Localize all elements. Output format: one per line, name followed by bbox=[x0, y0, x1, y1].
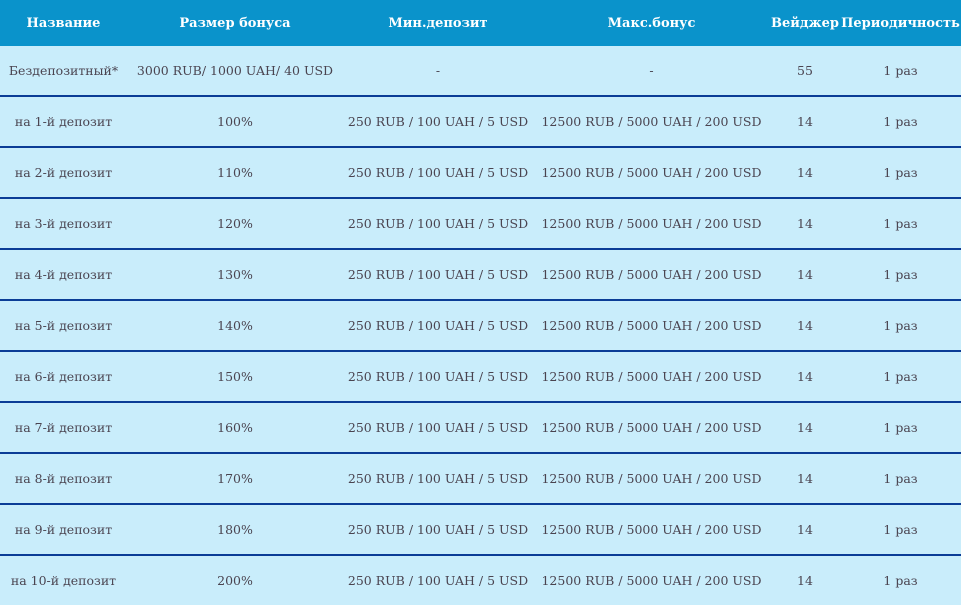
column-header-min-deposit: Мин.депозит bbox=[343, 0, 533, 46]
cell-bonus-size: 3000 RUB/ 1000 UAH/ 40 USD bbox=[127, 46, 343, 97]
cell-periodicity: 1 раз bbox=[840, 147, 961, 199]
cell-name: на 4-й депозит bbox=[0, 249, 127, 301]
cell-bonus-size: 160% bbox=[127, 402, 343, 454]
cell-periodicity: 1 раз bbox=[840, 453, 961, 505]
cell-wager: 14 bbox=[770, 555, 840, 605]
cell-min-deposit: 250 RUB / 100 UAH / 5 USD bbox=[343, 402, 533, 454]
cell-wager: 14 bbox=[770, 198, 840, 250]
cell-min-deposit: - bbox=[343, 46, 533, 97]
cell-min-deposit: 250 RUB / 100 UAH / 5 USD bbox=[343, 504, 533, 556]
cell-wager: 14 bbox=[770, 351, 840, 403]
cell-max-bonus: 12500 RUB / 5000 UAH / 200 USD bbox=[533, 300, 770, 352]
cell-max-bonus: 12500 RUB / 5000 UAH / 200 USD bbox=[533, 198, 770, 250]
table-row: на 1-й депозит 100% 250 RUB / 100 UAH / 5 … bbox=[0, 96, 961, 148]
cell-name: на 9-й депозит bbox=[0, 504, 127, 556]
cell-max-bonus: 12500 RUB / 5000 UAH / 200 USD bbox=[533, 402, 770, 454]
table-row: на 2-й депозит 110% 250 RUB / 100 UAH / 5 … bbox=[0, 147, 961, 199]
cell-bonus-size: 120% bbox=[127, 198, 343, 250]
cell-name: на 5-й депозит bbox=[0, 300, 127, 352]
cell-name: на 1-й депозит bbox=[0, 96, 127, 148]
table-row: на 4-й депозит 130% 250 RUB / 100 UAH / 5 … bbox=[0, 249, 961, 301]
cell-wager: 14 bbox=[770, 453, 840, 505]
cell-wager: 14 bbox=[770, 249, 840, 301]
cell-max-bonus: 12500 RUB / 5000 UAH / 200 USD bbox=[533, 555, 770, 605]
cell-max-bonus: - bbox=[533, 46, 770, 97]
cell-min-deposit: 250 RUB / 100 UAH / 5 USD bbox=[343, 198, 533, 250]
cell-max-bonus: 12500 RUB / 5000 UAH / 200 USD bbox=[533, 453, 770, 505]
cell-min-deposit: 250 RUB / 100 UAH / 5 USD bbox=[343, 249, 533, 301]
table-row: на 10-й депозит 200% 250 RUB / 100 UAH / 5… bbox=[0, 555, 961, 605]
cell-bonus-size: 100% bbox=[127, 96, 343, 148]
cell-periodicity: 1 раз bbox=[840, 504, 961, 556]
table-row: на 5-й депозит 140% 250 RUB / 100 UAH / 5 … bbox=[0, 300, 961, 352]
column-header-periodicity: Периодичность bbox=[840, 0, 961, 46]
table-row: на 7-й депозит 160% 250 RUB / 100 UAH / 5 … bbox=[0, 402, 961, 454]
column-header-name: Название bbox=[0, 0, 127, 46]
cell-periodicity: 1 раз bbox=[840, 198, 961, 250]
cell-min-deposit: 250 RUB / 100 UAH / 5 USD bbox=[343, 300, 533, 352]
cell-bonus-size: 140% bbox=[127, 300, 343, 352]
cell-wager: 14 bbox=[770, 402, 840, 454]
column-header-max-bonus: Макс.бонус bbox=[533, 0, 770, 46]
cell-wager: 14 bbox=[770, 96, 840, 148]
cell-bonus-size: 150% bbox=[127, 351, 343, 403]
cell-min-deposit: 250 RUB / 100 UAH / 5 USD bbox=[343, 453, 533, 505]
cell-max-bonus: 12500 RUB / 5000 UAH / 200 USD bbox=[533, 249, 770, 301]
cell-name: на 7-й депозит bbox=[0, 402, 127, 454]
cell-name: на 10-й депозит bbox=[0, 555, 127, 605]
cell-bonus-size: 180% bbox=[127, 504, 343, 556]
table-row: на 3-й депозит 120% 250 RUB / 100 UAH / 5 … bbox=[0, 198, 961, 250]
cell-min-deposit: 250 RUB / 100 UAH / 5 USD bbox=[343, 555, 533, 605]
cell-name: на 3-й депозит bbox=[0, 198, 127, 250]
cell-min-deposit: 250 RUB / 100 UAH / 5 USD bbox=[343, 351, 533, 403]
column-header-wager: Вейджер bbox=[770, 0, 840, 46]
cell-wager: 14 bbox=[770, 504, 840, 556]
cell-name: на 6-й депозит bbox=[0, 351, 127, 403]
cell-min-deposit: 250 RUB / 100 UAH / 5 USD bbox=[343, 96, 533, 148]
cell-max-bonus: 12500 RUB / 5000 UAH / 200 USD bbox=[533, 504, 770, 556]
table-row: на 6-й депозит 150% 250 RUB / 100 UAH / 5 … bbox=[0, 351, 961, 403]
table-row: Бездепозитный* 3000 RUB/ 1000 UAH/ 40 USD… bbox=[0, 46, 961, 97]
cell-wager: 55 bbox=[770, 46, 840, 97]
cell-periodicity: 1 раз bbox=[840, 351, 961, 403]
cell-periodicity: 1 раз bbox=[840, 46, 961, 97]
cell-bonus-size: 130% bbox=[127, 249, 343, 301]
column-header-bonus-size: Размер бонуса bbox=[127, 0, 343, 46]
table-row: на 9-й депозит 180% 250 RUB / 100 UAH / 5 … bbox=[0, 504, 961, 556]
cell-max-bonus: 12500 RUB / 5000 UAH / 200 USD bbox=[533, 96, 770, 148]
cell-bonus-size: 200% bbox=[127, 555, 343, 605]
cell-periodicity: 1 раз bbox=[840, 402, 961, 454]
cell-wager: 14 bbox=[770, 147, 840, 199]
cell-periodicity: 1 раз bbox=[840, 300, 961, 352]
header-row: Название Размер бонуса Мин.депозит Макс.бон… bbox=[0, 0, 961, 46]
cell-bonus-size: 170% bbox=[127, 453, 343, 505]
table-row: на 8-й депозит 170% 250 RUB / 100 UAH / 5 … bbox=[0, 453, 961, 505]
cell-max-bonus: 12500 RUB / 5000 UAH / 200 USD bbox=[533, 351, 770, 403]
cell-name: на 8-й депозит bbox=[0, 453, 127, 505]
cell-bonus-size: 110% bbox=[127, 147, 343, 199]
cell-min-deposit: 250 RUB / 100 UAH / 5 USD bbox=[343, 147, 533, 199]
cell-wager: 14 bbox=[770, 300, 840, 352]
cell-periodicity: 1 раз bbox=[840, 249, 961, 301]
cell-periodicity: 1 раз bbox=[840, 96, 961, 148]
cell-max-bonus: 12500 RUB / 5000 UAH / 200 USD bbox=[533, 147, 770, 199]
cell-periodicity: 1 раз bbox=[840, 555, 961, 605]
cell-name: на 2-й депозит bbox=[0, 147, 127, 199]
cell-name: Бездепозитный* bbox=[0, 46, 127, 97]
